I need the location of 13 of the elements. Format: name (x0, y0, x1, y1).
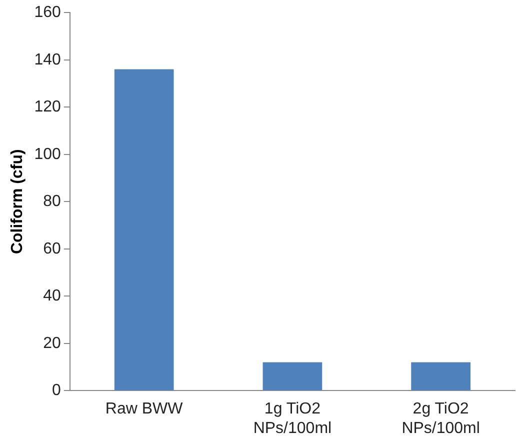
y-tick-label: 160 (34, 4, 61, 22)
x-tick-label: 2g TiO2 NPs/100ml (402, 400, 480, 437)
y-tick-label: 140 (34, 51, 61, 68)
y-tick-label: 20 (43, 334, 61, 352)
y-tick-label: 120 (34, 98, 61, 116)
y-tick-label: 80 (43, 193, 61, 210)
x-tick-label: Raw BWW (105, 400, 184, 418)
y-tick-label: 100 (34, 146, 61, 163)
y-tick-label: 60 (43, 240, 61, 258)
y-axis-title: Coliform (cfu) (9, 149, 26, 254)
y-tick-label: 0 (52, 382, 61, 400)
x-tick-label: 1g TiO2 NPs/100ml (253, 400, 332, 437)
y-tick-label: 40 (43, 288, 61, 305)
